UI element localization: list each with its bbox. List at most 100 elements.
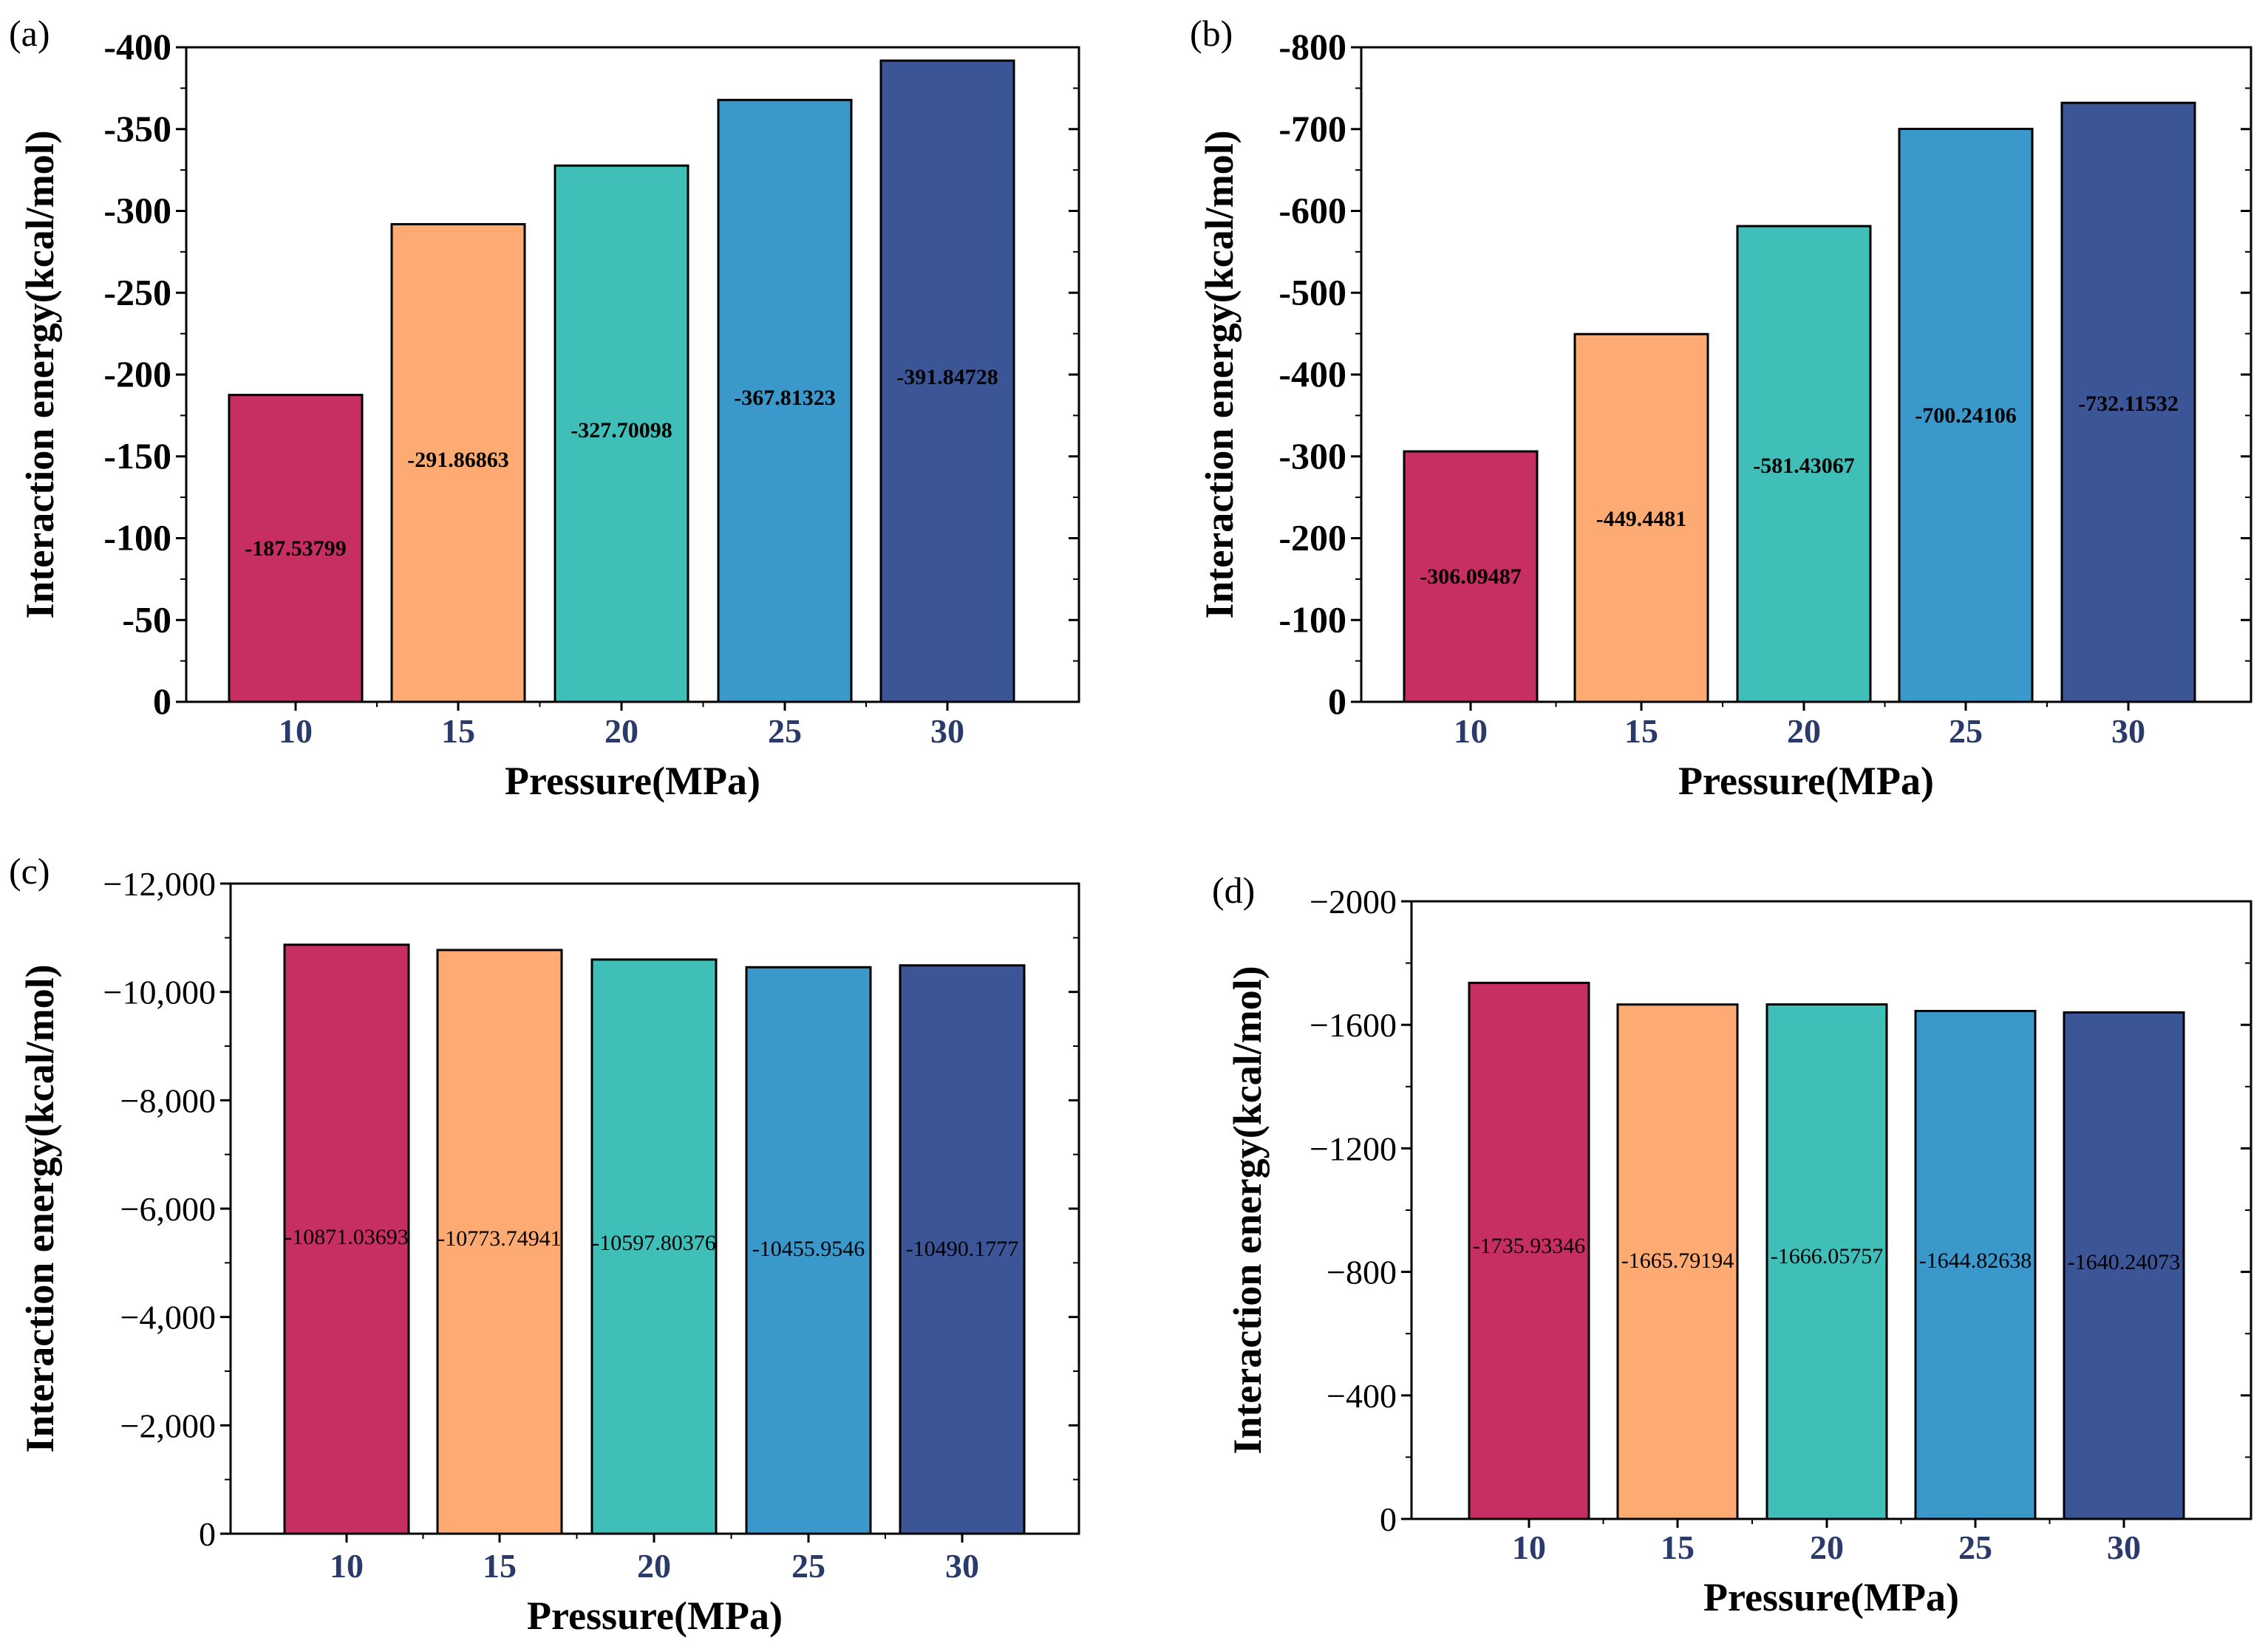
data-label: -306.09487 [1420, 564, 1522, 589]
y-tick-label: -500 [1278, 271, 1346, 313]
y-tick-label: -350 [103, 108, 171, 149]
data-label: -10455.9546 [752, 1237, 865, 1261]
x-tick-label: 30 [945, 1547, 979, 1585]
bar-20 [1765, 1003, 1888, 1520]
data-label: -10597.80376 [592, 1231, 716, 1255]
y-tick-label: 0 [1380, 1500, 1397, 1538]
data-label: -1666.05757 [1771, 1244, 1884, 1268]
bar-30 [879, 59, 1015, 703]
y-tick-label: -700 [1278, 108, 1346, 149]
x-tick-label: 10 [279, 712, 313, 750]
data-label: -449.4481 [1596, 507, 1687, 531]
y-tick-label: −1200 [1310, 1130, 1397, 1167]
chart-panel-a: 0 -50 -100 -150 -200 -250 -300 -350 -400 10 15 20 25… [9, 13, 1080, 803]
x-tick-label: 15 [441, 712, 475, 750]
y-tick-label: -200 [1278, 517, 1346, 559]
y-tick-label: -100 [103, 517, 171, 559]
data-label: -367.81323 [734, 386, 836, 410]
bar-30 [899, 964, 1026, 1535]
x-tick-label: 25 [768, 712, 802, 750]
x-axis-title: Pressure(MPa) [505, 759, 760, 803]
data-label: -10773.74941 [437, 1226, 562, 1251]
bar-25 [717, 98, 853, 703]
y-tick-label: 0 [199, 1515, 216, 1553]
bar-25 [1898, 127, 2034, 703]
x-tick-label: 30 [2111, 712, 2145, 750]
bar-10 [283, 943, 410, 1535]
x-tick-label: 30 [930, 712, 964, 750]
x-tick-label: 25 [1949, 712, 1983, 750]
y-tick-label: -600 [1278, 190, 1346, 231]
y-axis-title: Interaction energy(kcal/mol) [18, 130, 62, 618]
y-tick-label: -50 [122, 598, 171, 640]
y-tick-label: -800 [1278, 26, 1346, 67]
y-tick-label: 0 [153, 680, 171, 722]
data-label: -700.24106 [1915, 403, 2017, 428]
x-tick-label: 20 [1787, 712, 1821, 750]
bar-20 [590, 958, 718, 1535]
y-axis-title: Interaction energy(kcal/mol) [18, 964, 62, 1452]
bar-20 [554, 164, 689, 703]
y-tick-label: 0 [1328, 680, 1346, 722]
x-tick-label: 10 [1454, 712, 1488, 750]
y-tick-label: -400 [103, 26, 171, 67]
x-tick-label: 20 [605, 712, 638, 750]
chart-panel-c: 0 −2,000 −4,000 −6,000 −8,000 −10,000 −12,000 1… [9, 850, 1080, 1638]
y-tick-label: −2,000 [120, 1407, 216, 1444]
x-tick-label: 25 [1958, 1529, 1992, 1566]
bar-15 [390, 223, 526, 703]
bar-10 [228, 394, 364, 703]
y-tick-label: -200 [103, 353, 171, 395]
data-label: -327.70098 [571, 418, 672, 443]
y-tick-label: −6,000 [120, 1190, 216, 1228]
chart-panel-d: 0 −400 −800 −1200 −1600 −2000 10 15 20 25 30 -1735.… [1212, 870, 2252, 1619]
y-tick-label: −2000 [1310, 883, 1397, 921]
x-tick-label: 10 [1512, 1529, 1546, 1566]
bar-10 [1468, 981, 1590, 1520]
y-tick-label: −800 [1327, 1254, 1397, 1291]
chart-panel-b: 0 -100 -200 -300 -400 -500 -600 -700 -800 10 15 20 2… [1190, 13, 2252, 803]
panel-label: (d) [1212, 870, 1255, 911]
panel-label: (b) [1190, 13, 1233, 54]
x-tick-label: 15 [1661, 1529, 1695, 1566]
bar-30 [2063, 1011, 2185, 1520]
y-tick-label: -300 [103, 190, 171, 231]
y-tick-label: −10,000 [103, 974, 216, 1011]
x-tick-label: 20 [637, 1547, 671, 1585]
data-label: -291.86863 [407, 448, 509, 472]
panel-label: (c) [9, 850, 50, 892]
data-label: -1640.24073 [2068, 1250, 2181, 1274]
y-tick-label: −12,000 [103, 865, 216, 903]
x-tick-label: 10 [330, 1547, 364, 1585]
y-tick-label: -250 [103, 271, 171, 313]
y-tick-label: -300 [1278, 435, 1346, 477]
x-axis-title: Pressure(MPa) [1703, 1575, 1959, 1619]
y-axis-title: Interaction energy(kcal/mol) [1197, 130, 1242, 618]
y-axis-title: Interaction energy(kcal/mol) [1225, 966, 1270, 1454]
y-tick-label: −8,000 [120, 1082, 216, 1119]
bar-25 [1914, 1009, 2037, 1520]
data-label: -1644.82638 [1919, 1249, 2032, 1273]
y-tick-label: −4,000 [120, 1299, 216, 1336]
data-label: -391.84728 [896, 365, 998, 389]
data-label: -10490.1777 [906, 1237, 1019, 1261]
y-tick-label: −400 [1327, 1377, 1397, 1415]
x-tick-label: 15 [483, 1547, 517, 1585]
bar-15 [1616, 1003, 1739, 1520]
bar-25 [745, 966, 872, 1535]
y-tick-label: −1600 [1310, 1006, 1397, 1044]
bar-20 [1736, 225, 1872, 703]
x-axis-title: Pressure(MPa) [1678, 759, 1934, 803]
data-label: -1665.79194 [1621, 1249, 1734, 1273]
panel-label: (a) [9, 13, 50, 54]
x-tick-label: 25 [791, 1547, 825, 1585]
data-label: -187.53799 [245, 536, 347, 561]
data-label: -1735.93346 [1473, 1234, 1586, 1258]
x-axis-title: Pressure(MPa) [527, 1594, 783, 1638]
y-tick-label: -150 [103, 435, 171, 477]
y-tick-label: -100 [1278, 598, 1346, 640]
data-label: -732.11532 [2078, 392, 2179, 416]
x-tick-label: 20 [1810, 1529, 1844, 1566]
